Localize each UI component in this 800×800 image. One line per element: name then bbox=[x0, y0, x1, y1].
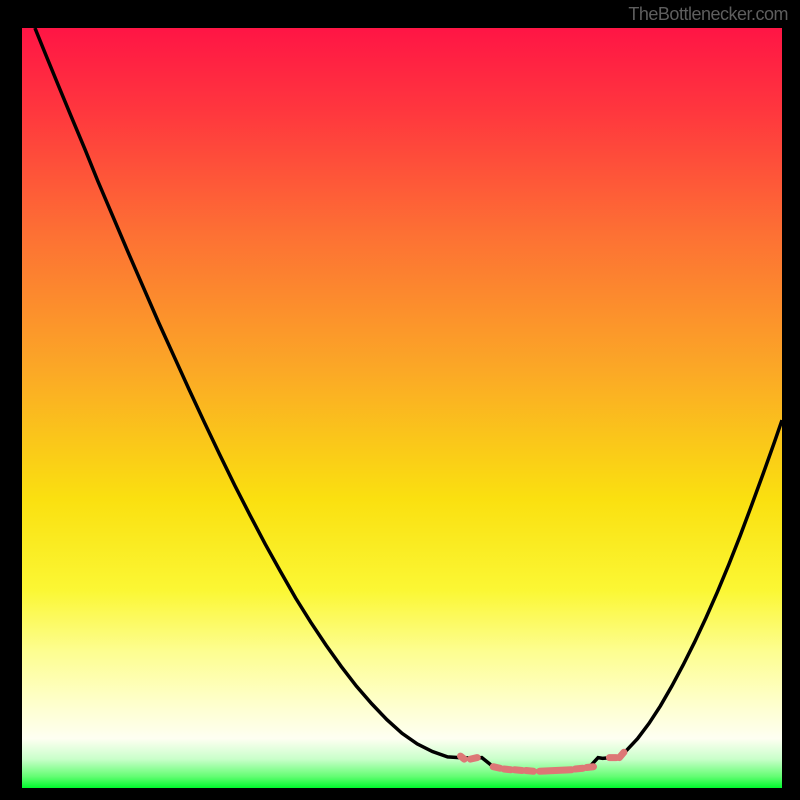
marker-segment bbox=[470, 758, 477, 760]
marker-segment bbox=[540, 770, 572, 772]
marker-segment bbox=[504, 769, 511, 770]
marker-segment bbox=[526, 771, 534, 772]
marker-segment bbox=[514, 770, 522, 771]
marker-segment bbox=[493, 767, 500, 769]
marker-segment bbox=[619, 752, 624, 757]
attribution-text: TheBottlenecker.com bbox=[628, 4, 788, 25]
marker-segment bbox=[587, 767, 594, 768]
bottleneck-curve bbox=[35, 28, 782, 771]
marker-segment bbox=[461, 756, 465, 759]
marker-segment bbox=[575, 768, 583, 769]
chart-svg bbox=[22, 28, 782, 788]
chart-area bbox=[22, 28, 782, 788]
